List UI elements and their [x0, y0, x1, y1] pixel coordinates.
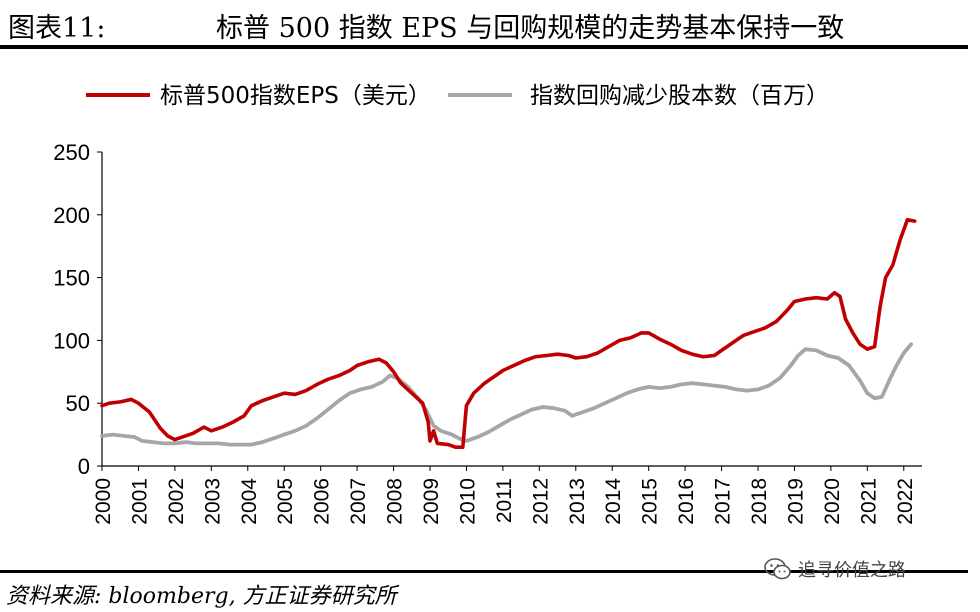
x-tick-label: 2008	[384, 478, 407, 525]
x-tick-label: 2009	[420, 478, 443, 525]
figure-header: 图表11: 标普 500 指数 EPS 与回购规模的走势基本保持一致	[0, 0, 980, 49]
legend-label-2: 指数回购减少股本数（百万）	[530, 83, 829, 109]
x-tick-label: 2020	[821, 478, 844, 525]
x-tick-label: 2019	[784, 478, 807, 525]
header-rule	[0, 45, 968, 49]
footer-rule	[0, 570, 968, 573]
y-tick-label: 250	[53, 140, 90, 165]
x-tick-label: 2012	[529, 478, 552, 525]
x-tick-label: 2015	[639, 478, 662, 525]
axes: 0 50 100 150 200 250 2000 2001 2002 2003 2004 2005 2…	[53, 140, 922, 525]
x-tick-label: 2014	[602, 478, 625, 525]
source-note: 资料来源: bloomberg, 方正证券研究所	[6, 584, 397, 609]
x-tick-label: 2022	[894, 478, 917, 525]
x-tick-label: 2002	[165, 478, 188, 525]
wechat-icon	[764, 558, 791, 580]
x-tick-label: 2011	[493, 478, 516, 523]
x-tick-label: 2005	[274, 478, 297, 525]
legend: 标普500指数EPS（美元） 指数回购减少股本数（百万）	[86, 83, 829, 109]
y-tick-label: 150	[53, 266, 90, 291]
series-layer	[100, 218, 917, 449]
line-chart: 标普500指数EPS（美元） 指数回购减少股本数（百万） 0 50 100 150 200…	[53, 83, 922, 525]
x-tick-label: 2006	[311, 478, 334, 525]
series-line-2	[100, 342, 913, 447]
x-tick-label: 2007	[347, 478, 370, 525]
x-tick-label: 2004	[238, 478, 261, 525]
watermark-text: 追寻价值之路	[798, 560, 906, 581]
x-tick-label: 2017	[712, 478, 735, 525]
x-tick-label: 2001	[128, 478, 151, 525]
y-tick-label: 200	[53, 203, 90, 228]
watermark: 追寻价值之路	[764, 556, 906, 582]
y-tick-label: 0	[78, 454, 90, 479]
x-tick-label: 2010	[456, 478, 479, 525]
legend-label-1: 标普500指数EPS（美元）	[160, 83, 431, 109]
x-tick-label: 2018	[748, 478, 771, 525]
y-tick-label: 100	[53, 328, 90, 353]
x-tick-label: 2013	[566, 478, 589, 525]
figure-title: 标普 500 指数 EPS 与回购规模的走势基本保持一致	[216, 13, 845, 44]
x-tick-label: 2021	[857, 478, 880, 525]
figure-label: 图表11:	[8, 13, 106, 44]
x-tick-label: 2016	[675, 478, 698, 525]
series-line-1	[100, 218, 917, 449]
y-tick-label: 50	[66, 391, 90, 416]
x-tick-label: 2000	[92, 478, 115, 525]
x-tick-label: 2003	[201, 478, 224, 525]
